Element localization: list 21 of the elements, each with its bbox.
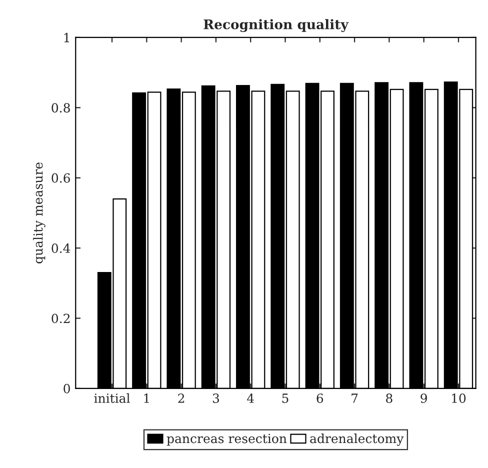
x-tick-label: 7 <box>352 394 358 403</box>
x-tick-label: 2 <box>178 394 184 403</box>
x-tick-label: initial <box>94 393 130 403</box>
y-tick-label: 0.2 <box>52 314 70 324</box>
x-tick-label: 5 <box>282 394 288 403</box>
x-tick-label: 3 <box>212 394 220 403</box>
x-tick-label: 6 <box>316 394 324 403</box>
y-tick-label: 0.4 <box>52 244 70 253</box>
chart-title: Recognition quality <box>204 19 349 32</box>
y-tick-label: 0 <box>64 384 70 394</box>
x-tick-label: 10 <box>452 394 466 403</box>
x-tick-label: 9 <box>420 394 427 403</box>
y-axis-title: quality measure <box>33 162 46 264</box>
x-tick-label: 4 <box>247 394 254 403</box>
x-tick-label: 8 <box>386 394 392 403</box>
legend-label: pancreas resection <box>166 434 287 446</box>
y-tick-label: 1 <box>64 32 70 42</box>
x-tick-label: 1 <box>144 394 149 403</box>
y-tick-label: 0.8 <box>52 103 70 113</box>
y-tick-label: 0.6 <box>52 173 70 183</box>
legend-label: adrenalectomy <box>310 434 404 446</box>
